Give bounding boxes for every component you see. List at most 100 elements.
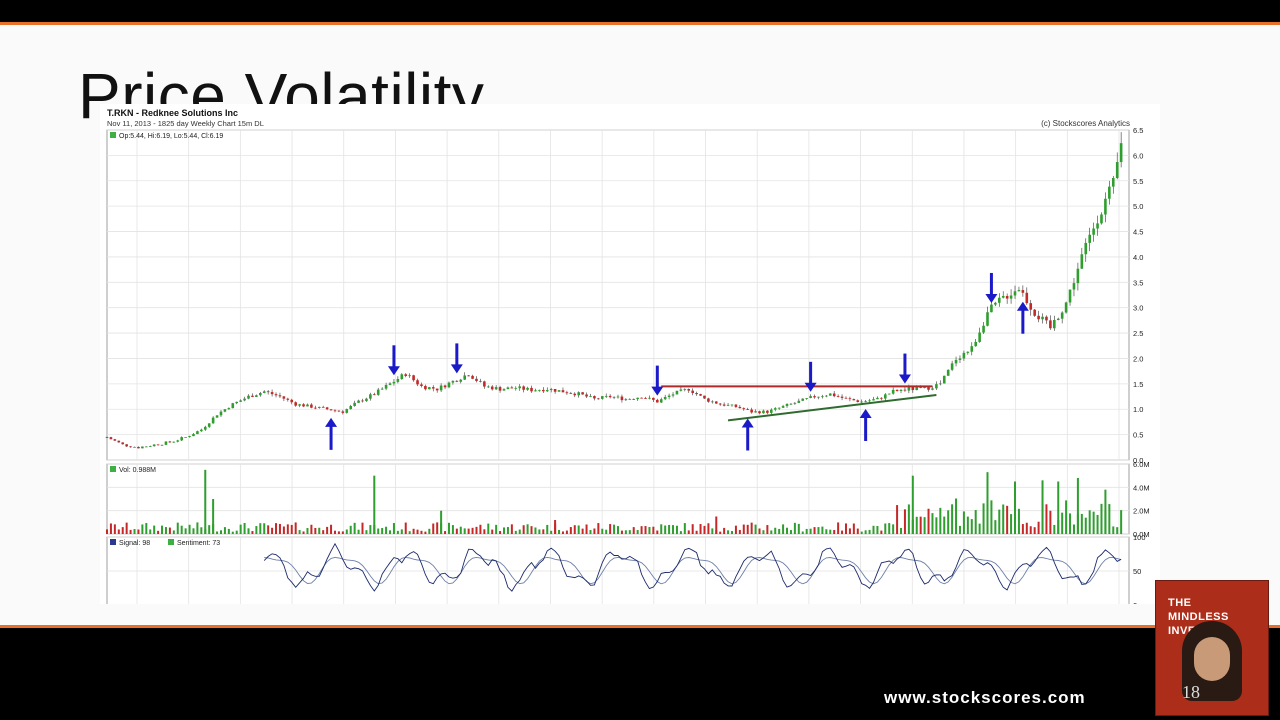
candle-body: [978, 332, 981, 342]
price-tick-label: 6.5: [1133, 126, 1143, 135]
volume-bar: [766, 525, 769, 534]
candle-body: [597, 398, 600, 400]
volume-bar: [432, 523, 435, 534]
candle-body: [722, 404, 726, 406]
candle-body: [522, 386, 525, 390]
candle-body: [243, 398, 246, 401]
candle-body: [832, 393, 836, 397]
candle-body: [758, 411, 761, 414]
candle-body: [538, 389, 541, 391]
volume-bar: [526, 524, 529, 534]
volume-bar: [290, 524, 293, 534]
volume-bar: [668, 524, 671, 534]
volume-bar: [510, 524, 513, 534]
candle-body: [259, 392, 262, 396]
price-tick-label: 0.5: [1133, 431, 1143, 440]
volume-bar: [868, 529, 871, 534]
candle-body: [1108, 186, 1111, 199]
candle-body: [1041, 316, 1044, 320]
volume-bar: [750, 522, 753, 534]
volume-bar: [734, 525, 737, 534]
volume-bar: [860, 531, 863, 534]
down-arrow-head: [898, 374, 911, 384]
candle-body: [691, 390, 694, 394]
volume-bar: [491, 529, 494, 534]
volume-bar: [259, 523, 262, 534]
candle-body: [486, 386, 490, 388]
volume-bar: [121, 527, 124, 534]
candle-body: [121, 442, 125, 445]
volume-bar: [518, 529, 521, 534]
volume-bar: [943, 516, 946, 534]
volume-bar: [656, 530, 659, 534]
candle-body: [868, 400, 871, 402]
candle-body: [184, 436, 187, 438]
volume-bar: [762, 530, 765, 534]
candle-body: [475, 378, 478, 381]
volume-bar: [955, 498, 958, 534]
up-arrow-head: [325, 417, 338, 427]
ohlc-label: Op:5.44, Hi:6.19, Lo:5.44, Cl:6.19: [119, 133, 223, 140]
candle-body: [636, 397, 639, 400]
volume-bar: [970, 519, 973, 534]
candle-body: [164, 441, 168, 445]
candle-body: [235, 401, 239, 404]
volume-bar: [636, 530, 639, 534]
candle-body: [644, 398, 647, 399]
candle-body: [353, 402, 356, 406]
volume-bar: [133, 529, 136, 534]
volume-bar: [609, 524, 612, 534]
volume-bar: [522, 525, 525, 534]
volume-tick-label: 4.0M: [1133, 483, 1150, 492]
volume-bar: [632, 527, 635, 534]
volume-bar: [829, 529, 832, 534]
volume-bar: [833, 530, 836, 534]
volume-bar: [1069, 513, 1072, 534]
volume-bar: [361, 522, 364, 534]
candle-body: [341, 411, 345, 413]
volume-bar: [892, 524, 895, 534]
author-face: [1194, 637, 1230, 681]
candle-body: [707, 398, 710, 402]
candle-body: [302, 404, 305, 407]
candle-body: [797, 400, 801, 403]
candle-body: [384, 384, 388, 389]
candle-body: [329, 409, 333, 411]
candle-body: [113, 439, 117, 441]
volume-bar: [994, 520, 997, 534]
volume-bar: [1045, 504, 1048, 534]
candle-body: [612, 396, 616, 398]
price-axis: 0.0 0.5 1.0 1.5 2.0 2.5 3.0 3.5 4.0 4.5 5.0 5.5 6.0 6…: [1133, 126, 1143, 465]
volume-bar: [1116, 527, 1119, 534]
volume-bar: [428, 528, 431, 534]
candle-body: [1060, 312, 1064, 319]
volume-bar: [200, 527, 203, 534]
volume-spike-bar: [440, 510, 443, 534]
volume-bar: [141, 524, 144, 534]
volume-bar: [797, 523, 800, 534]
volume-bar: [660, 524, 663, 534]
candle-body: [640, 397, 643, 399]
candle-body: [632, 398, 636, 400]
volume-bar: [958, 525, 961, 534]
ohlc-legend-icon: [110, 132, 116, 138]
candle-body: [412, 375, 415, 381]
volume-bar: [982, 503, 985, 534]
candle-body: [711, 401, 714, 403]
candle-body: [793, 402, 797, 404]
volume-bar: [223, 527, 226, 534]
volume-bar: [219, 530, 222, 534]
candle-body: [616, 396, 620, 398]
candle-body: [392, 381, 396, 384]
volume-bar: [117, 529, 120, 534]
up-arrow-head: [741, 418, 754, 428]
candle-body: [553, 388, 557, 392]
volume-bar: [888, 523, 891, 534]
price-panel: [106, 129, 1130, 461]
volume-bar: [1049, 510, 1052, 534]
candle-body: [714, 401, 718, 404]
volume-spike-bar: [204, 469, 207, 534]
volume-bar: [471, 527, 474, 534]
volume-bar: [365, 530, 368, 534]
volume-bar: [998, 509, 1001, 534]
